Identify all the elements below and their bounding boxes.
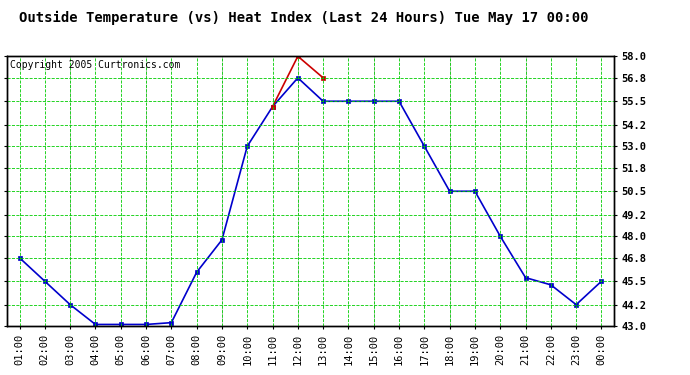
Text: Outside Temperature (vs) Heat Index (Last 24 Hours) Tue May 17 00:00: Outside Temperature (vs) Heat Index (Las… [19, 11, 589, 26]
Text: Copyright 2005 Curtronics.com: Copyright 2005 Curtronics.com [10, 60, 180, 70]
